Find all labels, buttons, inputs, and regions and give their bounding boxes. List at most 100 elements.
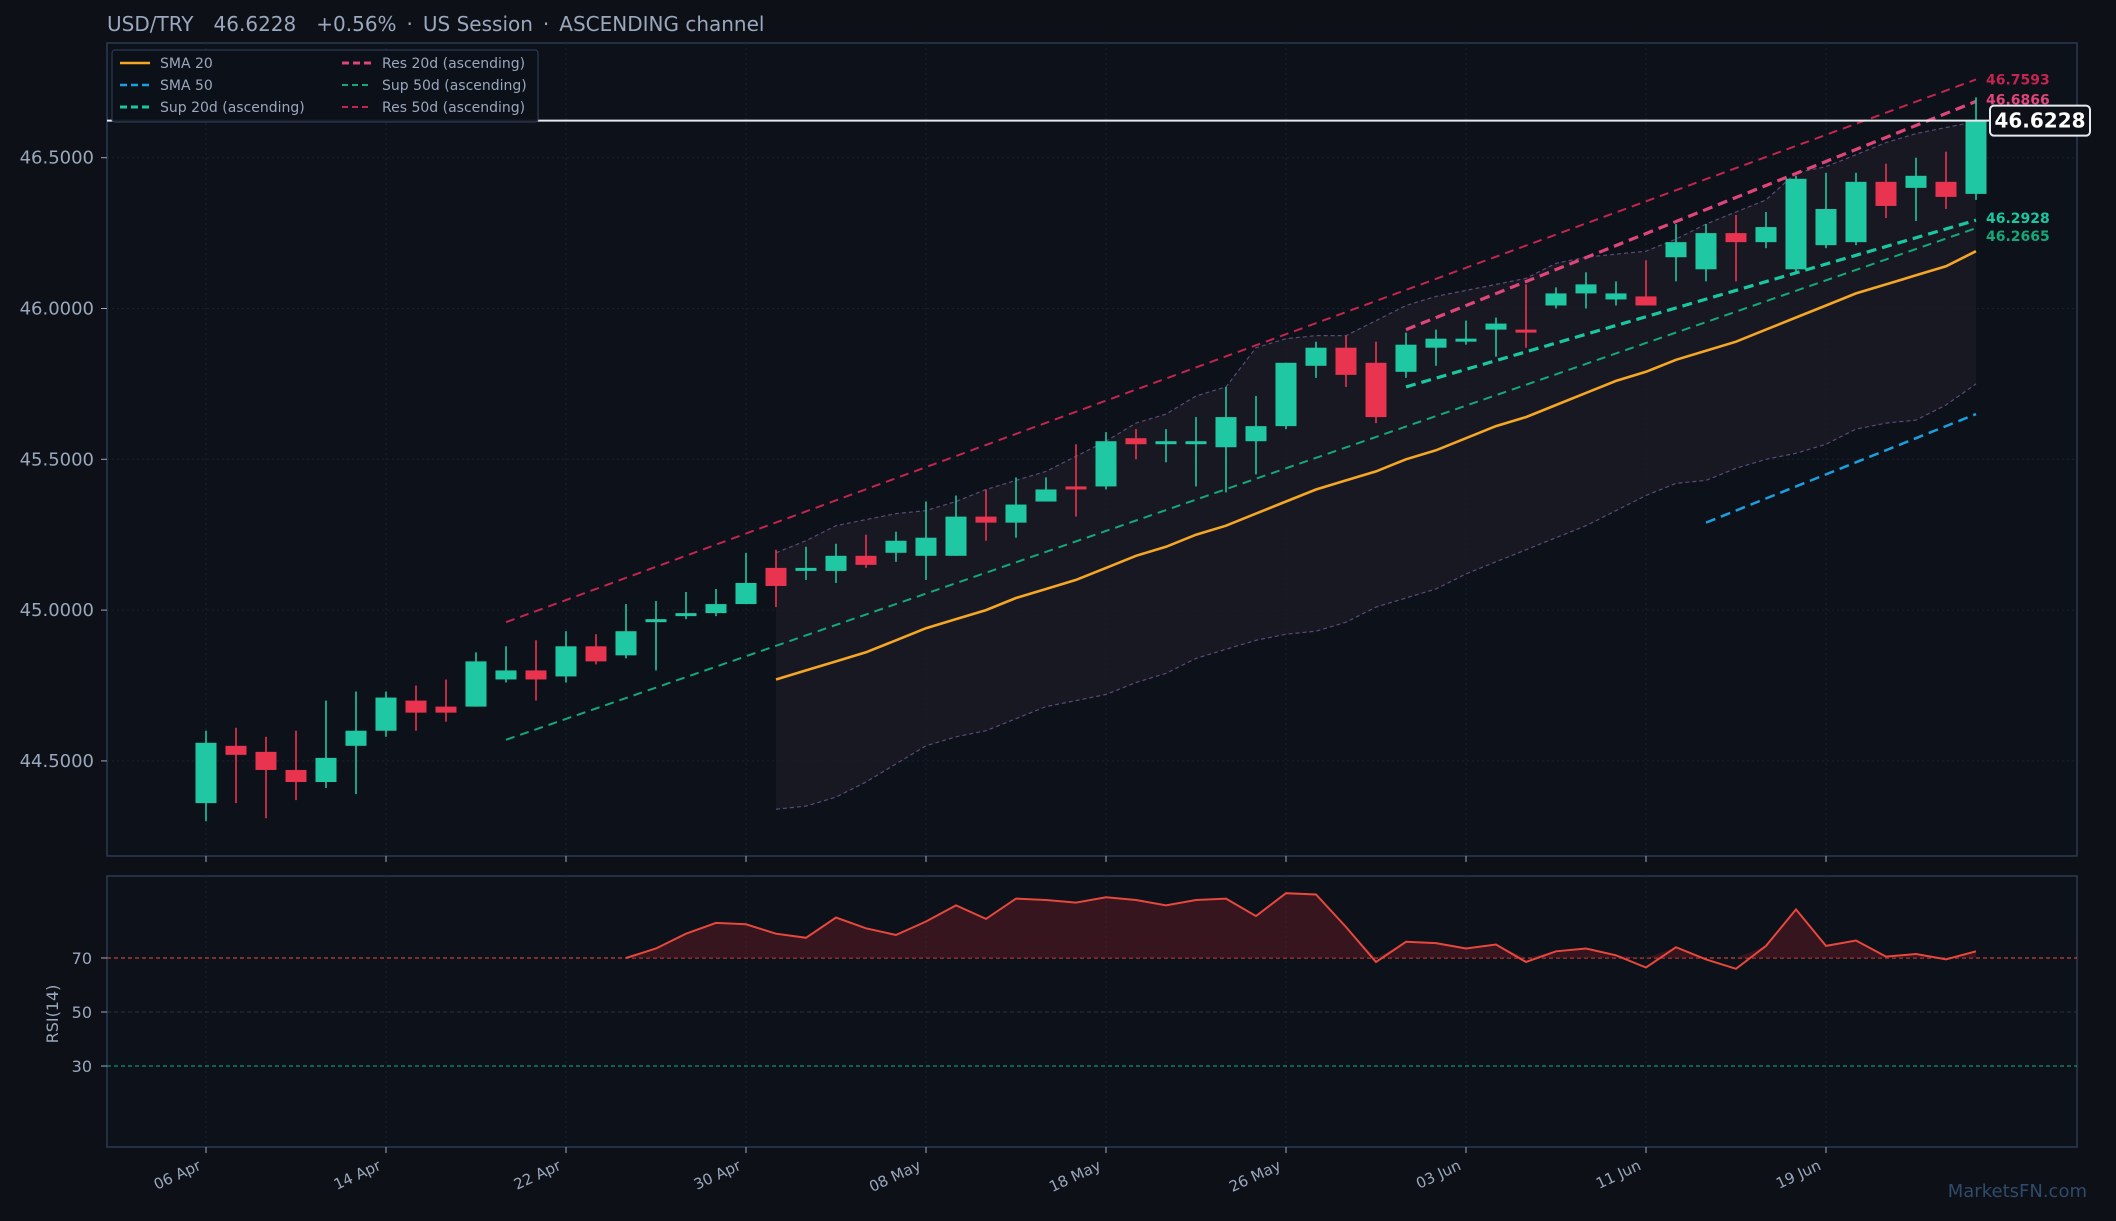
candle-body [1335,347,1357,375]
last-price-box [1989,104,2091,137]
candle-body [1155,441,1177,445]
candle-up [1545,287,1567,309]
candle-body [1905,175,1927,188]
level-label: 46.7593 [1986,72,2050,88]
candle-body [645,619,667,623]
candle-up [1485,317,1507,357]
candle-down [285,730,307,801]
legend-label: Res 50d (ascending) [382,100,525,116]
candle-body [1305,347,1327,366]
last-price-label: 46.6228 [1994,109,2085,133]
candle-body [1665,242,1687,258]
candle-body [765,567,787,586]
candle-up [315,700,337,789]
candle-body [225,745,247,755]
candle-body [1365,362,1387,418]
candle-body [525,670,547,680]
symbol-label: USD/TRY [107,12,194,36]
candle-up [1845,172,1867,246]
candle-down [1635,260,1657,306]
candle-up [495,646,517,683]
candle-up [1425,329,1447,366]
candle-down [1065,444,1087,517]
y-axis: 44.5000 45.0000 45.5000 46.0000 46.5000 [20,148,107,772]
candle-body [195,742,217,804]
sma20-line [775,250,1977,681]
candle-body [315,757,337,783]
legend-label: Sup 20d (ascending) [160,100,305,116]
candle-up [555,631,577,683]
legend-entry: Res 20d (ascending) [342,56,525,72]
candle-body [1695,233,1717,270]
legend-entry: Res 50d (ascending) [342,100,525,116]
rsi-line [625,892,1977,970]
support-20d-line [1405,218,1977,389]
candle-body [585,646,607,662]
candle-up [675,592,697,620]
candle-body [825,555,847,571]
candle-up [375,691,397,737]
candle-down [1515,284,1537,348]
candle-body [1965,120,1987,194]
candle-up [1245,395,1267,475]
candle-body [1125,438,1147,445]
candle-down [1935,151,1957,209]
candle-body [1185,441,1207,445]
candle-body [345,730,367,746]
candle-body [855,555,877,565]
candle-down [1875,163,1897,219]
candle-up [1815,172,1837,249]
candle-down [525,640,547,701]
candle-up [1905,157,1927,222]
candle-body [1875,181,1897,206]
candle-body [1035,489,1057,502]
candle-body [1455,338,1477,342]
price-tick-label: 46.5000 [20,148,94,169]
candle-body [375,697,397,731]
candle-down [435,679,457,722]
candle-body [1575,284,1597,294]
candle-body [405,700,427,713]
candle-down [405,685,427,731]
candle-body [255,751,277,770]
candle-down [855,534,877,568]
legend-label: Sup 50d (ascending) [382,78,527,94]
candle-body [1635,296,1657,306]
candle-up [345,691,367,795]
header-separator: · [407,12,413,36]
candle-body [885,540,907,553]
candle-down [975,489,997,541]
candle-body [1005,504,1027,523]
candle-down [1365,341,1387,424]
price-label: 46.6228 [214,12,297,36]
candle-up [1305,341,1327,378]
candle-body [615,631,637,656]
candle-body [555,646,577,677]
candle-up [615,604,637,659]
watermark: MarketsFN.com [1948,1181,2087,1202]
candle-body [795,567,817,571]
candle-body [945,516,967,556]
candle-up [645,601,667,671]
candle-up [825,543,847,583]
candle-up [1005,477,1027,538]
rsi-tick-label: 30 [72,1057,92,1076]
candle-body [1845,181,1867,243]
candle-body [1605,293,1627,300]
rsi-plot: 30 50 70 [72,892,2077,1076]
candle-down [765,549,787,608]
candle-body [1215,417,1237,448]
bollinger-lower-line [775,383,1977,810]
candles [195,97,1987,822]
candle-body [1065,486,1087,490]
legend-label: SMA 20 [160,56,213,72]
candle-up [1275,362,1297,430]
candle-up [1395,332,1417,378]
legend-label: Res 20d (ascending) [382,56,525,72]
bollinger-fill [776,121,1976,810]
candle-up [1035,477,1057,502]
candle-up [1455,320,1477,345]
candle-body [1755,227,1777,243]
rsi-tick-label: 50 [72,1003,92,1022]
level-label: 46.2665 [1986,229,2050,245]
